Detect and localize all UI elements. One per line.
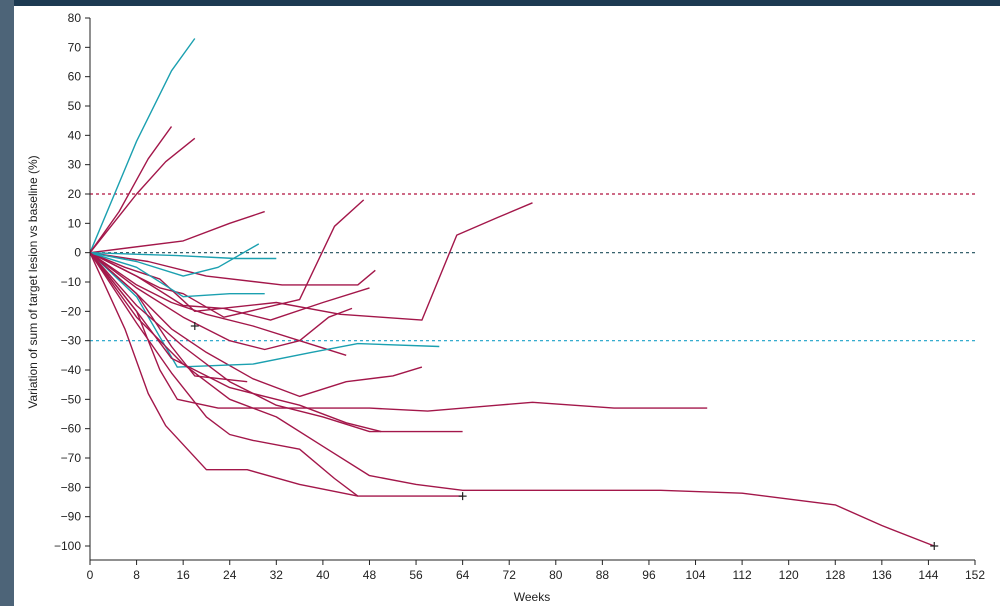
x-tick-label-18: 144	[918, 568, 938, 582]
x-tick-label-17: 136	[872, 568, 892, 582]
series-lines	[89, 38, 935, 547]
left-border	[0, 0, 14, 606]
y-tick-label-9: −10	[61, 275, 82, 289]
x-tick-label-9: 72	[503, 568, 517, 582]
y-tick-label-15: −70	[61, 451, 82, 465]
series-line-10	[89, 252, 277, 260]
x-tick-label-15: 120	[779, 568, 799, 582]
series-line-0	[89, 38, 196, 253]
x-tick-label-10: 80	[549, 568, 563, 582]
series-line-21	[89, 252, 358, 497]
series-line-19	[89, 252, 935, 547]
x-tick-label-1: 8	[133, 568, 140, 582]
censor-markers	[190, 322, 939, 550]
y-tick-label-17: −90	[61, 510, 82, 524]
y-axis-title: Variation of sum of target lesion vs bas…	[26, 155, 40, 408]
x-tick-label-2: 16	[176, 568, 190, 582]
series-line-18	[89, 252, 382, 433]
y-tick-label-18: −100	[54, 539, 81, 553]
y-tick-label-5: 30	[68, 158, 82, 172]
series-line-12	[89, 252, 353, 351]
y-tick-label-2: 60	[68, 70, 82, 84]
y-tick-label-1: 70	[68, 40, 82, 54]
y-tick-label-3: 50	[68, 99, 82, 113]
y-tick-label-16: −80	[61, 480, 82, 494]
axes: 80706050403020100−10−20−30−40−50−60−70−8…	[54, 11, 985, 582]
x-tick-label-5: 40	[316, 568, 330, 582]
censor-marker-0	[190, 322, 199, 330]
x-tick-label-3: 24	[223, 568, 237, 582]
x-tick-label-12: 96	[642, 568, 656, 582]
y-tick-label-14: −60	[61, 422, 82, 436]
x-tick-label-0: 0	[87, 568, 94, 582]
x-tick-label-8: 64	[456, 568, 470, 582]
x-tick-label-4: 32	[270, 568, 284, 582]
x-tick-label-13: 104	[686, 568, 706, 582]
x-tick-label-19: 152	[965, 568, 985, 582]
y-tick-label-7: 10	[68, 216, 82, 230]
x-tick-label-14: 112	[733, 568, 752, 582]
y-tick-label-12: −40	[61, 363, 82, 377]
x-tick-label-11: 88	[596, 568, 610, 582]
series-line-13	[89, 252, 423, 398]
y-tick-label-13: −50	[61, 392, 82, 406]
y-tick-label-8: 0	[74, 246, 81, 260]
series-line-4	[89, 252, 376, 286]
x-axis-title: Weeks	[514, 590, 550, 604]
y-tick-label-10: −20	[61, 304, 82, 318]
series-line-17	[89, 252, 708, 412]
top-border	[0, 0, 1000, 6]
series-line-14	[89, 252, 440, 368]
y-tick-label-6: 20	[68, 187, 82, 201]
censor-marker-2	[930, 542, 939, 550]
series-line-1	[89, 126, 173, 254]
series-line-7	[89, 202, 533, 321]
censor-marker-1	[458, 492, 467, 501]
series-line-9	[89, 243, 260, 277]
y-tick-label-11: −30	[61, 334, 82, 348]
series-line-20	[89, 252, 463, 497]
series-line-3	[89, 210, 265, 254]
y-tick-label-0: 80	[68, 11, 82, 25]
series-line-11	[89, 252, 265, 298]
series-line-15	[89, 252, 248, 383]
y-tick-label-4: 40	[68, 128, 82, 142]
series-line-2	[89, 137, 196, 254]
x-tick-label-6: 48	[363, 568, 377, 582]
x-tick-label-7: 56	[409, 568, 423, 582]
series-line-16	[89, 252, 463, 433]
x-tick-label-16: 128	[825, 568, 845, 582]
